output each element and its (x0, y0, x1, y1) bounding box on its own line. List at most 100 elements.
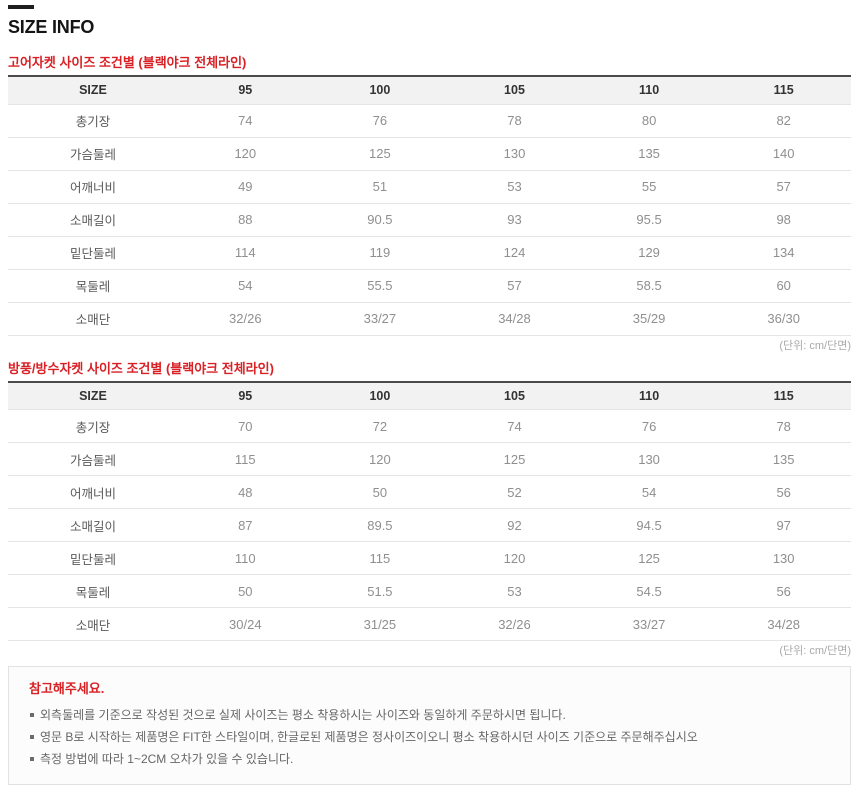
size-table: SIZE 95 100 105 110 115 총기장 74 76 78 80 82 가슴둘레 120 1… (8, 75, 851, 336)
size-value: 32/26 (447, 607, 582, 641)
table-row: 소매단 30/24 31/25 32/26 33/27 34/28 (8, 607, 851, 641)
column-header-size: SIZE (8, 76, 178, 105)
table-row: 밑단둘레 110 115 120 125 130 (8, 541, 851, 575)
table-row: 총기장 70 72 74 76 78 (8, 409, 851, 443)
row-label: 총기장 (8, 409, 178, 443)
table-row: 가슴둘레 120 125 130 135 140 (8, 137, 851, 171)
column-header: 95 (178, 76, 313, 105)
table-row: 밑단둘레 114 119 124 129 134 (8, 236, 851, 270)
table-row: 총기장 74 76 78 80 82 (8, 104, 851, 138)
title-accent-bar (8, 5, 34, 9)
size-value: 78 (447, 104, 582, 138)
size-value: 56 (716, 475, 851, 509)
size-value: 58.5 (581, 269, 717, 303)
size-value: 52 (447, 475, 582, 509)
size-value: 89.5 (312, 508, 448, 542)
size-value: 48 (178, 475, 313, 509)
size-value: 93 (447, 203, 582, 237)
column-header: 115 (716, 381, 851, 410)
size-value: 134 (716, 236, 851, 270)
size-value: 114 (178, 236, 313, 270)
table-row: 어깨너비 48 50 52 54 56 (8, 475, 851, 509)
size-value: 115 (312, 541, 448, 575)
row-label: 소매길이 (8, 203, 178, 237)
row-label: 총기장 (8, 104, 178, 138)
column-header: 110 (581, 76, 717, 105)
size-value: 115 (178, 442, 313, 476)
size-value: 78 (716, 409, 851, 443)
size-value: 34/28 (716, 607, 851, 641)
size-value: 60 (716, 269, 851, 303)
windproof-jacket-size-section: 방풍/방수자켓 사이즈 조건별 (블랙야크 전체라인) SIZE 95 100 105… (8, 360, 851, 659)
size-value: 57 (447, 269, 582, 303)
row-label: 어깨너비 (8, 475, 178, 509)
column-header: 115 (716, 76, 851, 105)
notice-box: 참고해주세요. 외측둘레를 기준으로 작성된 것으로 실제 사이즈는 평소 착용… (8, 666, 851, 785)
notice-item: 외측둘레를 기준으로 작성된 것으로 실제 사이즈는 평소 착용하시는 사이즈와… (29, 704, 830, 726)
size-value: 36/30 (716, 302, 851, 336)
row-label: 밑단둘레 (8, 541, 178, 575)
size-value: 120 (447, 541, 582, 575)
table-header-row: SIZE 95 100 105 110 115 (8, 381, 851, 410)
table-row: 어깨너비 49 51 53 55 57 (8, 170, 851, 204)
column-header: 95 (178, 381, 313, 410)
row-label: 소매단 (8, 607, 178, 641)
table-row: 소매길이 88 90.5 93 95.5 98 (8, 203, 851, 237)
table-row: 소매길이 87 89.5 92 94.5 97 (8, 508, 851, 542)
size-value: 110 (178, 541, 313, 575)
size-value: 87 (178, 508, 313, 542)
size-value: 50 (312, 475, 448, 509)
size-value: 130 (716, 541, 851, 575)
size-value: 97 (716, 508, 851, 542)
size-value: 92 (447, 508, 582, 542)
row-label: 소매길이 (8, 508, 178, 542)
row-label: 목둘레 (8, 574, 178, 608)
size-value: 90.5 (312, 203, 448, 237)
unit-note: (단위: cm/단면) (779, 339, 851, 352)
size-value: 33/27 (581, 607, 717, 641)
size-value: 125 (312, 137, 448, 171)
size-value: 82 (716, 104, 851, 138)
table-title: 고어자켓 사이즈 조건별 (블랙야크 전체라인) (8, 55, 247, 70)
size-value: 140 (716, 137, 851, 171)
table-header-row: SIZE 95 100 105 110 115 (8, 76, 851, 105)
column-header: 110 (581, 381, 717, 410)
size-value: 124 (447, 236, 582, 270)
table-row: 가슴둘레 115 120 125 130 135 (8, 442, 851, 476)
size-value: 88 (178, 203, 313, 237)
size-value: 49 (178, 170, 313, 204)
notice-heading: 참고해주세요. (29, 681, 105, 696)
size-value: 120 (312, 442, 448, 476)
size-value: 74 (178, 104, 313, 138)
row-label: 밑단둘레 (8, 236, 178, 270)
size-value: 95.5 (581, 203, 717, 237)
row-label: 가슴둘레 (8, 137, 178, 171)
row-label: 어깨너비 (8, 170, 178, 204)
size-value: 120 (178, 137, 313, 171)
size-value: 53 (447, 574, 582, 608)
gore-jacket-size-section: 고어자켓 사이즈 조건별 (블랙야크 전체라인) SIZE 95 100 105 110… (8, 54, 851, 353)
size-value: 94.5 (581, 508, 717, 542)
size-value: 33/27 (312, 302, 448, 336)
size-value: 56 (716, 574, 851, 608)
row-label: 소매단 (8, 302, 178, 336)
column-header: 105 (447, 76, 582, 105)
size-value: 51 (312, 170, 448, 204)
page-title: SIZE INFO (8, 17, 95, 37)
table-row: 소매단 32/26 33/27 34/28 35/29 36/30 (8, 302, 851, 336)
size-value: 54 (581, 475, 717, 509)
size-value: 76 (312, 104, 448, 138)
size-value: 130 (581, 442, 717, 476)
size-value: 119 (312, 236, 448, 270)
notice-item: 영문 B로 시작하는 제품명은 FIT한 스타일이며, 한글로된 제품명은 정사… (29, 726, 830, 748)
size-value: 130 (447, 137, 582, 171)
size-value: 54.5 (581, 574, 717, 608)
size-value: 57 (716, 170, 851, 204)
table-row: 목둘레 50 51.5 53 54.5 56 (8, 574, 851, 608)
size-value: 135 (716, 442, 851, 476)
size-value: 125 (581, 541, 717, 575)
size-value: 35/29 (581, 302, 717, 336)
column-header: 100 (312, 76, 448, 105)
size-value: 50 (178, 574, 313, 608)
size-value: 54 (178, 269, 313, 303)
